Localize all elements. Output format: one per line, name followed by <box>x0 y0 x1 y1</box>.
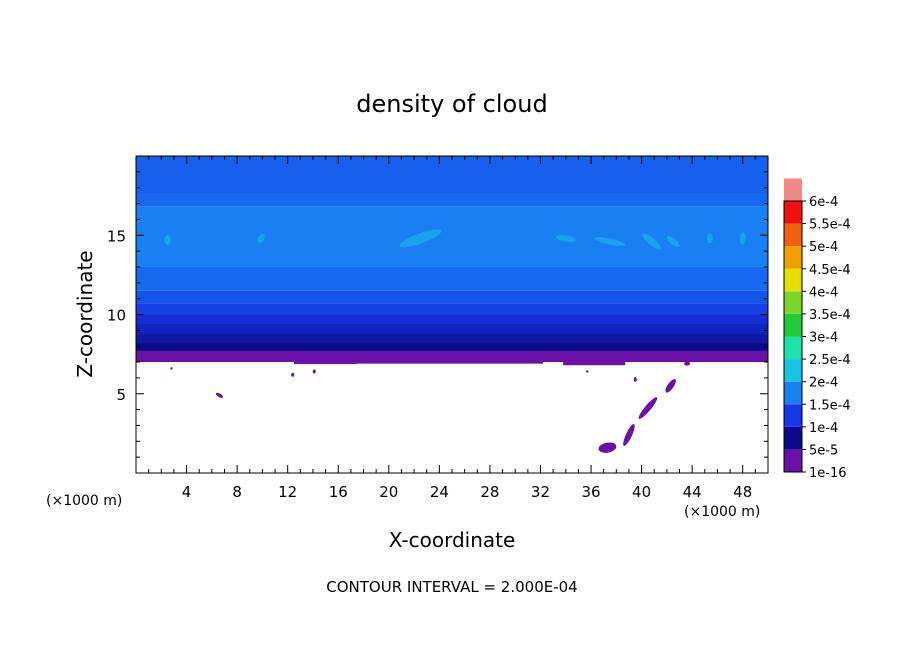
contour-feature <box>312 369 316 374</box>
colorbar-swatch <box>784 336 802 360</box>
x-tick-label: 12 <box>278 483 297 501</box>
colorbar-label: 5.5e-4 <box>809 218 851 233</box>
contour-patch <box>294 362 358 365</box>
colorbar-swatch <box>784 201 802 224</box>
x-tick-label: 40 <box>632 483 651 501</box>
x-tick-label: 36 <box>581 483 600 501</box>
contour-feature <box>706 233 713 244</box>
contour-patch <box>563 362 626 366</box>
colorbar-swatch <box>784 268 802 292</box>
colorbar-swatch <box>784 404 802 427</box>
colorbar-label: 3.5e-4 <box>809 308 851 323</box>
contour-feature <box>291 372 295 377</box>
x-axis-label: X-coordinate <box>389 528 516 552</box>
contour-feature <box>684 361 691 366</box>
contour-patch <box>357 361 544 364</box>
colorbar-label: 1.5e-4 <box>809 398 851 413</box>
x-tick-label: 4 <box>182 483 192 501</box>
contour-feature <box>586 370 589 373</box>
contour-band <box>136 266 768 291</box>
colorbar-swatch <box>784 223 802 247</box>
colorbar-label: 1e-4 <box>809 421 838 436</box>
contour-feature <box>666 235 680 248</box>
colorbar-label: 3e-4 <box>809 331 838 346</box>
contour-feature <box>257 233 265 244</box>
colorbar-swatch <box>784 291 802 314</box>
chart-title: density of cloud <box>356 90 547 118</box>
x-tick-label: 28 <box>480 483 499 501</box>
contour-feature <box>215 392 224 398</box>
contour-feature <box>594 237 626 247</box>
contour-feature <box>164 235 171 246</box>
contour-band <box>136 303 768 315</box>
contour-band <box>136 314 768 325</box>
colorbar-label: 2e-4 <box>809 376 838 391</box>
y-tick-label: 15 <box>107 227 126 245</box>
colorbar-label: 5e-4 <box>809 240 838 255</box>
x-unit-right: (×1000 m) <box>684 504 760 520</box>
contour-feature <box>598 442 617 453</box>
x-tick-label: 24 <box>430 483 449 501</box>
y-tick-label: 10 <box>107 307 126 325</box>
contour-feature <box>623 424 635 446</box>
x-tick-label: 20 <box>379 483 398 501</box>
colorbar-swatch <box>784 313 802 337</box>
x-tick-label: 44 <box>683 483 702 501</box>
contour-band <box>136 343 768 351</box>
x-tick-label: 8 <box>232 483 242 501</box>
contour-feature <box>633 376 637 382</box>
contour-feature <box>665 379 676 393</box>
contour-band <box>136 333 768 344</box>
x-tick-label: 32 <box>531 483 550 501</box>
y-tick-label: 5 <box>116 386 126 404</box>
contour-feature <box>170 367 173 370</box>
contour-band <box>136 350 768 363</box>
colorbar-swatch <box>784 178 802 201</box>
colorbar-label: 5e-5 <box>809 443 838 458</box>
colorbar-swatch <box>784 426 802 450</box>
colorbar-swatch <box>784 449 802 472</box>
colorbar-label: 4.5e-4 <box>809 263 851 278</box>
y-axis-label: Z-coordinate <box>73 250 97 377</box>
contour-interval-note: CONTOUR INTERVAL = 2.000E-04 <box>326 578 577 596</box>
colorbar-swatch <box>784 359 802 382</box>
x-tick-label: 16 <box>329 483 348 501</box>
contour-feature <box>642 233 662 250</box>
colorbar-swatch <box>784 246 802 269</box>
colorbar-swatch <box>784 381 802 405</box>
contour-band <box>136 290 768 304</box>
x-unit-left: (×1000 m) <box>46 493 122 509</box>
contour-band <box>136 206 768 267</box>
colorbar-label: 6e-4 <box>809 195 838 210</box>
colorbar-label: 2.5e-4 <box>809 353 851 368</box>
contour-feature <box>739 232 746 245</box>
x-tick-label: 48 <box>733 483 752 501</box>
contour-feature <box>555 234 576 242</box>
colorbar-label: 1e-16 <box>809 466 847 481</box>
contour-feature <box>399 229 442 248</box>
colorbar-label: 4e-4 <box>809 285 838 300</box>
contour-band <box>136 156 768 195</box>
contour-band <box>136 324 768 334</box>
contour-band <box>136 194 768 207</box>
contour-feature <box>638 397 658 419</box>
